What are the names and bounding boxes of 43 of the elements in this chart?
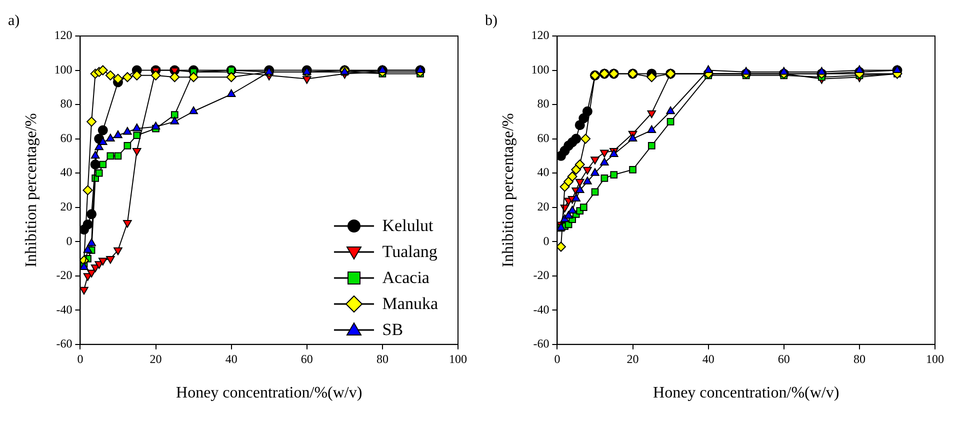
y-tick-label: 80 bbox=[60, 96, 72, 111]
y-tick-label: 40 bbox=[537, 165, 550, 180]
y-tick-label: 120 bbox=[54, 28, 72, 42]
y-tick-label: 0 bbox=[543, 234, 550, 248]
y-tick-label: 20 bbox=[60, 199, 72, 214]
legend-label: Tualang bbox=[382, 241, 438, 263]
y-tick-label: -40 bbox=[56, 302, 72, 316]
x-tick-label: 100 bbox=[449, 352, 467, 366]
chart-title: b) bbox=[485, 12, 498, 29]
y-tick-label: 40 bbox=[60, 165, 72, 180]
y-tick-label: -20 bbox=[56, 268, 72, 282]
legend-label: SB bbox=[382, 319, 404, 341]
x-tick-label: 40 bbox=[702, 352, 714, 366]
x-tick-label: 80 bbox=[853, 352, 866, 366]
y-tick-label: 60 bbox=[60, 130, 72, 145]
y-tick-label: 100 bbox=[531, 62, 550, 76]
y-tick-label: -60 bbox=[56, 336, 72, 351]
y-tick-label: 100 bbox=[54, 62, 72, 76]
legend-label: Kelulut bbox=[382, 215, 434, 237]
y-tick-label: 120 bbox=[531, 28, 550, 42]
x-tick-label: 60 bbox=[300, 352, 313, 366]
x-tick-label: 80 bbox=[376, 352, 388, 366]
x-axis-title: Honey concentration/%(w/v) bbox=[176, 384, 362, 402]
x-tick-label: 60 bbox=[778, 352, 790, 366]
x-tick-label: 0 bbox=[554, 352, 560, 366]
y-axis-title: Inhibition percentage/% bbox=[500, 113, 517, 268]
x-tick-label: 0 bbox=[77, 352, 84, 366]
y-tick-label: -20 bbox=[533, 268, 550, 282]
x-tick-label: 20 bbox=[150, 352, 162, 366]
legend-label: Acacia bbox=[382, 267, 430, 289]
y-tick-label: 0 bbox=[66, 234, 72, 248]
x-tick-label: 40 bbox=[225, 352, 238, 366]
legend-label: Manuka bbox=[382, 293, 438, 315]
x-axis-title: Honey concentration/%(w/v) bbox=[653, 384, 840, 402]
y-tick-label: -60 bbox=[533, 336, 550, 351]
chart-title: a) bbox=[8, 12, 20, 29]
y-axis-title: Inhibition percentage/% bbox=[22, 113, 40, 268]
x-tick-label: 100 bbox=[926, 352, 944, 366]
y-tick-label: 20 bbox=[537, 199, 550, 214]
y-tick-label: 80 bbox=[537, 96, 550, 111]
x-tick-label: 20 bbox=[626, 352, 639, 366]
y-tick-label: 60 bbox=[537, 130, 550, 145]
y-tick-label: -40 bbox=[533, 302, 550, 316]
